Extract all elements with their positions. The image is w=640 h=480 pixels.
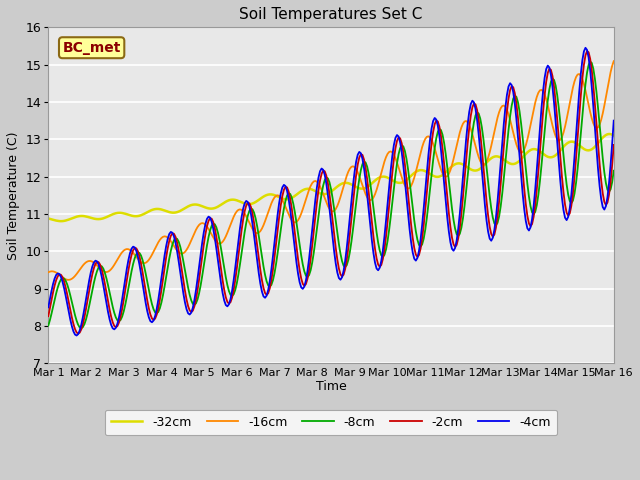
-4cm <box>542 66 550 72</box>
-2cm <box>610 142 618 148</box>
-8cm <box>368 192 376 198</box>
-16cm <box>368 197 376 203</box>
-32cm <box>387 176 394 182</box>
Line: -2cm: -2cm <box>48 51 614 334</box>
-4cm <box>610 118 618 123</box>
-32cm <box>605 131 613 137</box>
-32cm <box>542 153 550 159</box>
-2cm <box>74 331 82 336</box>
-16cm <box>60 276 68 281</box>
-4cm <box>60 285 68 291</box>
-16cm <box>399 179 407 185</box>
-4cm <box>44 304 52 310</box>
-4cm <box>151 313 159 319</box>
-8cm <box>60 276 68 281</box>
-2cm <box>583 48 591 54</box>
-4cm <box>582 45 589 51</box>
-32cm <box>151 206 159 212</box>
-32cm <box>368 180 376 186</box>
Y-axis label: Soil Temperature (C): Soil Temperature (C) <box>7 131 20 260</box>
-8cm <box>586 59 594 64</box>
-2cm <box>387 186 394 192</box>
X-axis label: Time: Time <box>316 380 346 393</box>
-8cm <box>151 310 159 315</box>
-4cm <box>399 162 407 168</box>
-2cm <box>399 149 407 155</box>
-8cm <box>77 325 85 331</box>
-32cm <box>61 217 69 223</box>
Line: -8cm: -8cm <box>48 61 614 328</box>
-32cm <box>610 132 618 138</box>
-16cm <box>44 269 52 275</box>
-32cm <box>44 216 52 221</box>
-4cm <box>73 333 81 338</box>
-8cm <box>387 214 394 220</box>
-8cm <box>44 323 52 328</box>
-4cm <box>368 238 376 243</box>
Line: -16cm: -16cm <box>48 61 614 280</box>
-2cm <box>151 316 159 322</box>
Line: -4cm: -4cm <box>48 48 614 336</box>
-32cm <box>57 218 65 224</box>
-2cm <box>60 278 68 284</box>
Text: BC_met: BC_met <box>63 41 121 55</box>
-16cm <box>387 148 394 154</box>
-16cm <box>542 96 550 102</box>
-2cm <box>44 313 52 319</box>
Title: Soil Temperatures Set C: Soil Temperatures Set C <box>239 7 422 22</box>
-2cm <box>542 79 550 84</box>
-2cm <box>368 219 376 225</box>
-16cm <box>610 58 618 64</box>
-8cm <box>542 112 550 118</box>
Legend: -32cm, -16cm, -8cm, -2cm, -4cm: -32cm, -16cm, -8cm, -2cm, -4cm <box>105 410 557 435</box>
-8cm <box>399 144 407 149</box>
-16cm <box>151 245 159 251</box>
-4cm <box>387 168 394 173</box>
Line: -32cm: -32cm <box>48 134 614 221</box>
-16cm <box>65 277 72 283</box>
-32cm <box>399 179 407 185</box>
-8cm <box>610 168 618 174</box>
